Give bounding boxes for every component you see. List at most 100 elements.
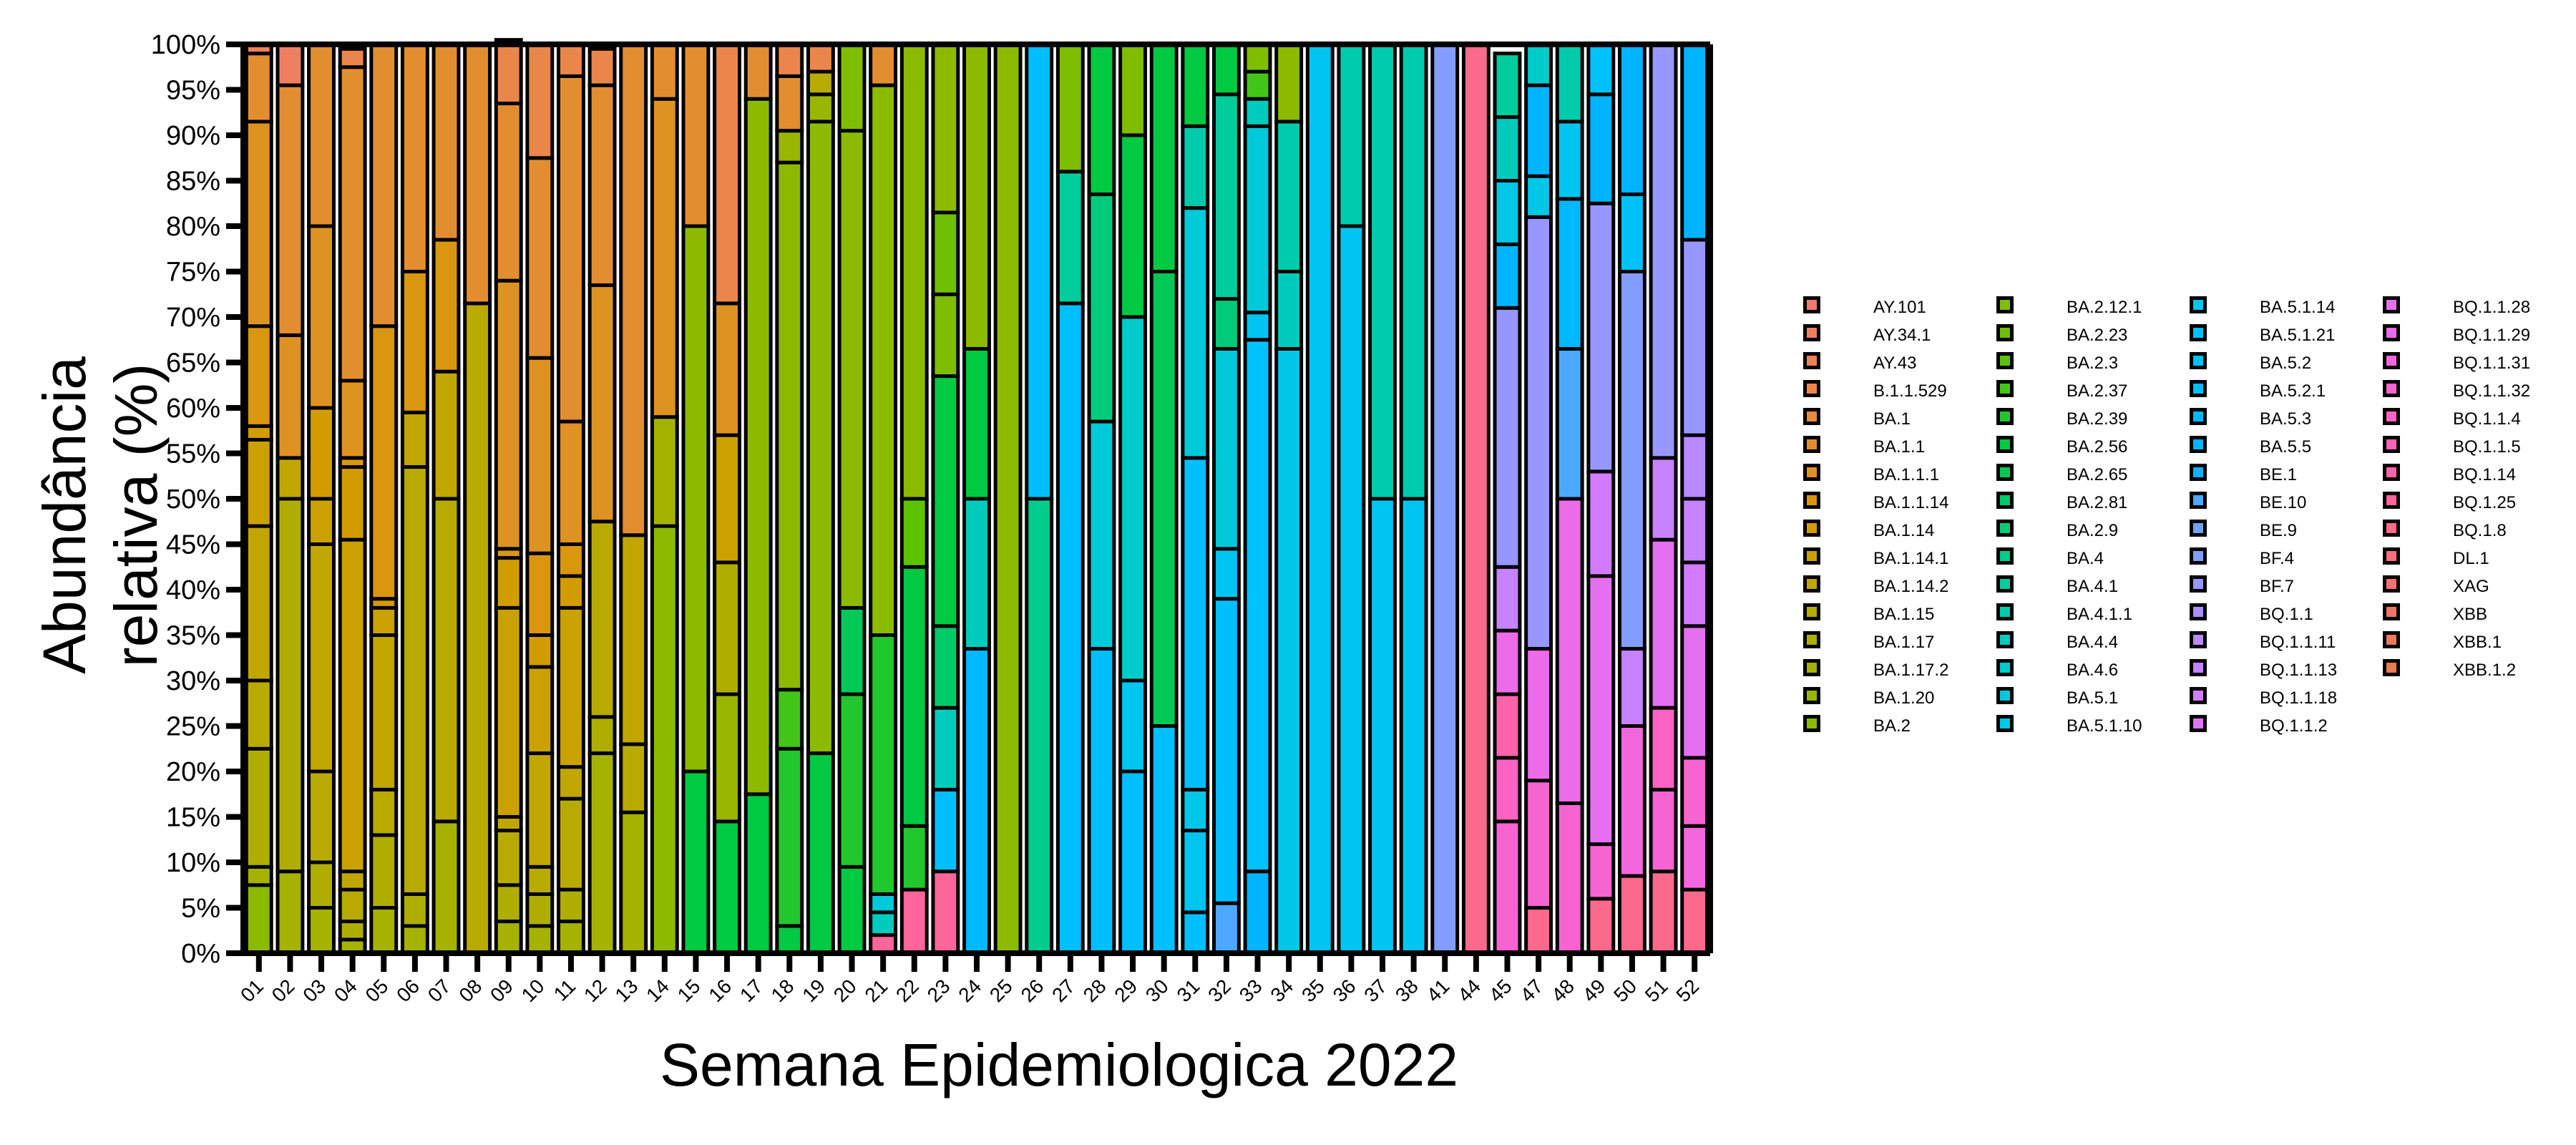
- bar-segment: [713, 560, 742, 696]
- bar-stack-09: [494, 38, 523, 955]
- legend-swatch: [2190, 296, 2207, 313]
- x-tick-label: 50: [1609, 975, 1641, 1006]
- bar-segment: [837, 129, 867, 610]
- legend-item: XAG: [2383, 572, 2569, 600]
- legend-item: BA.1.20: [1803, 684, 1989, 711]
- bar-stack-20: [837, 42, 867, 955]
- legend-swatch: [2383, 659, 2400, 676]
- bar-segment: [307, 406, 336, 501]
- bar-segment: [619, 810, 648, 955]
- bar-segment: [775, 129, 804, 165]
- bar-segment: [587, 283, 617, 524]
- legend-label: BA.2.65: [2067, 465, 2128, 484]
- bar-segment: [587, 751, 617, 955]
- legend-label: BA.5.1.10: [2067, 716, 2142, 736]
- bar-stack-05: [369, 42, 399, 955]
- bar-segment: [1243, 69, 1272, 101]
- bar-segment: [557, 574, 585, 610]
- bar-segment: [1211, 346, 1241, 551]
- legend-swatch: [1803, 324, 1820, 341]
- legend-swatch: [2190, 631, 2207, 648]
- bar-stack-48: [1555, 42, 1584, 955]
- bar-segment: [650, 42, 679, 101]
- x-tick-label: 28: [1079, 975, 1111, 1006]
- bar-segment: [307, 860, 336, 910]
- bar-stack-15: [681, 42, 711, 955]
- legend-swatch: [2383, 520, 2400, 537]
- bar-stack-08: [463, 42, 492, 955]
- bar-segment: [307, 906, 336, 955]
- bar-stack-12: [587, 47, 617, 955]
- bar-segment: [1618, 270, 1646, 651]
- legend-swatch: [2190, 547, 2207, 565]
- bar-segment: [1274, 42, 1304, 124]
- legend-label: XBB: [2453, 605, 2488, 624]
- bar-segment: [1493, 52, 1522, 120]
- legend-label: BQ.1.1.29: [2453, 326, 2531, 345]
- bar-segment: [1555, 497, 1584, 805]
- bar-segment: [1243, 97, 1272, 128]
- legend-swatch: [1803, 659, 1820, 676]
- bar-segment: [869, 42, 898, 87]
- legend-swatch: [1803, 296, 1820, 313]
- legend-item: BQ.1.1.11: [2190, 628, 2376, 656]
- bar-stack-32: [1211, 42, 1241, 955]
- bar-segment: [1243, 869, 1272, 955]
- x-tick-label: 41: [1423, 975, 1454, 1006]
- bar-segment: [1524, 83, 1553, 178]
- bar-segment: [400, 270, 429, 414]
- bar-segment: [743, 97, 773, 796]
- legend-label: BA.2: [1873, 716, 1911, 736]
- bar-segment: [1025, 42, 1054, 501]
- bar-segment: [369, 324, 399, 601]
- bar-segment: [1586, 92, 1616, 205]
- bar-segment: [1087, 42, 1116, 197]
- y-tick-label: 90%: [166, 121, 220, 151]
- bar-segment: [1586, 42, 1616, 97]
- bar-segment: [431, 819, 461, 955]
- legend-label: BA.2.3: [2067, 354, 2119, 373]
- legend-label: BA.5.2: [2260, 354, 2312, 373]
- bar-stack-30: [1149, 42, 1179, 955]
- legend-swatch: [2190, 492, 2207, 509]
- bar-stack-04: [338, 47, 367, 955]
- bar-segment: [1586, 574, 1616, 847]
- bar-segment: [713, 819, 742, 955]
- bar-segment: [400, 465, 429, 896]
- bar-segment: [681, 769, 711, 955]
- bar-segment: [1181, 206, 1210, 460]
- bar-segment: [1680, 560, 1709, 628]
- bar-segment: [650, 524, 679, 955]
- bar-segment: [743, 42, 773, 101]
- bar-segment: [1680, 238, 1709, 437]
- legend-swatch: [2190, 436, 2207, 453]
- legend-label: AY.43: [1873, 354, 1917, 373]
- y-tick-label: 80%: [166, 212, 220, 242]
- bar-segment: [338, 887, 367, 924]
- legend-label: BA.1: [1873, 409, 1911, 429]
- bar-segment: [931, 374, 960, 628]
- bar-stack-28: [1087, 42, 1116, 955]
- y-tick-label: 20%: [166, 757, 220, 787]
- bar-segment: [775, 746, 804, 928]
- legend-swatch: [2190, 464, 2207, 481]
- legend-item: BA.5.3: [2190, 405, 2376, 432]
- bar-segment: [1211, 92, 1241, 301]
- x-tick-label: 18: [767, 975, 799, 1006]
- bar-stack-21: [869, 42, 898, 955]
- legend-swatch: [1803, 687, 1820, 704]
- bar-segment: [307, 542, 336, 774]
- bar-segment: [775, 160, 804, 692]
- legend-item: BE.10: [2190, 489, 2376, 516]
- bar-segment: [557, 920, 585, 955]
- bar-segment: [244, 324, 273, 428]
- bar-segment: [525, 633, 555, 669]
- bar-segment: [931, 42, 960, 215]
- bar-segment: [1211, 597, 1241, 905]
- y-tick-label: 0%: [181, 939, 220, 969]
- legend-item: BA.5.2: [2190, 349, 2376, 376]
- legend-label: BQ.1.1.18: [2260, 688, 2338, 708]
- bar-stack-22: [899, 42, 929, 955]
- bar-segment: [1368, 42, 1397, 501]
- bar-segment: [369, 633, 399, 791]
